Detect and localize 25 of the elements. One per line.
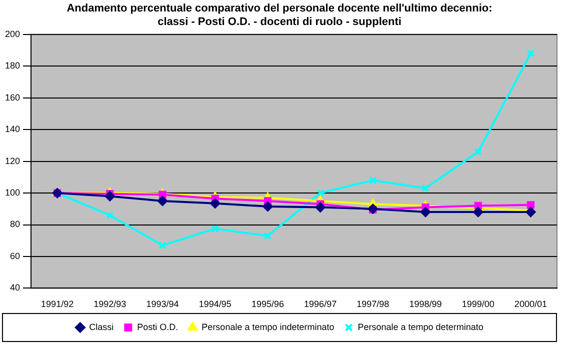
x-tick-label: 1991/92 — [41, 299, 74, 310]
text: classi - Posti O.D. - docenti di ruolo - supplenti — [158, 16, 402, 28]
y-tick-label: 120 — [4, 156, 20, 166]
y-tick-label: 180 — [4, 60, 20, 71]
x-tick-label: 2000/01 — [514, 299, 547, 310]
x-tick-label: 1995/96 — [251, 299, 284, 310]
x-tick-label: 1997/98 — [356, 299, 390, 310]
legend-label: Personale a tempo indeterminato — [202, 322, 334, 332]
x-tick-label: 1998/99 — [409, 299, 442, 310]
x-tick-label: 1996/97 — [304, 299, 337, 310]
y-tick-label: 100 — [4, 188, 20, 198]
x-tick-label: 1993/94 — [146, 299, 179, 310]
y-tick-label: 140 — [4, 124, 20, 134]
x-tick-label: 1992/93 — [94, 299, 126, 310]
x-tick-label: 1999/00 — [462, 299, 494, 310]
y-tick-label: 40 — [10, 282, 20, 293]
y-tick-label: 200 — [4, 28, 20, 39]
legend-label: Posti O.D. — [137, 322, 178, 332]
legend-label: Classi — [89, 322, 114, 332]
text: Andamento percentuale comparativo del personale docente nell'ultimo decennio: — [66, 2, 492, 15]
y-tick-label: 80 — [10, 219, 20, 230]
x-tick-label: 1994/95 — [198, 299, 232, 310]
legend-label: Personale a tempo determinato — [358, 322, 484, 332]
y-tick-label: 60 — [10, 250, 20, 261]
y-tick-label: 160 — [4, 92, 20, 102]
